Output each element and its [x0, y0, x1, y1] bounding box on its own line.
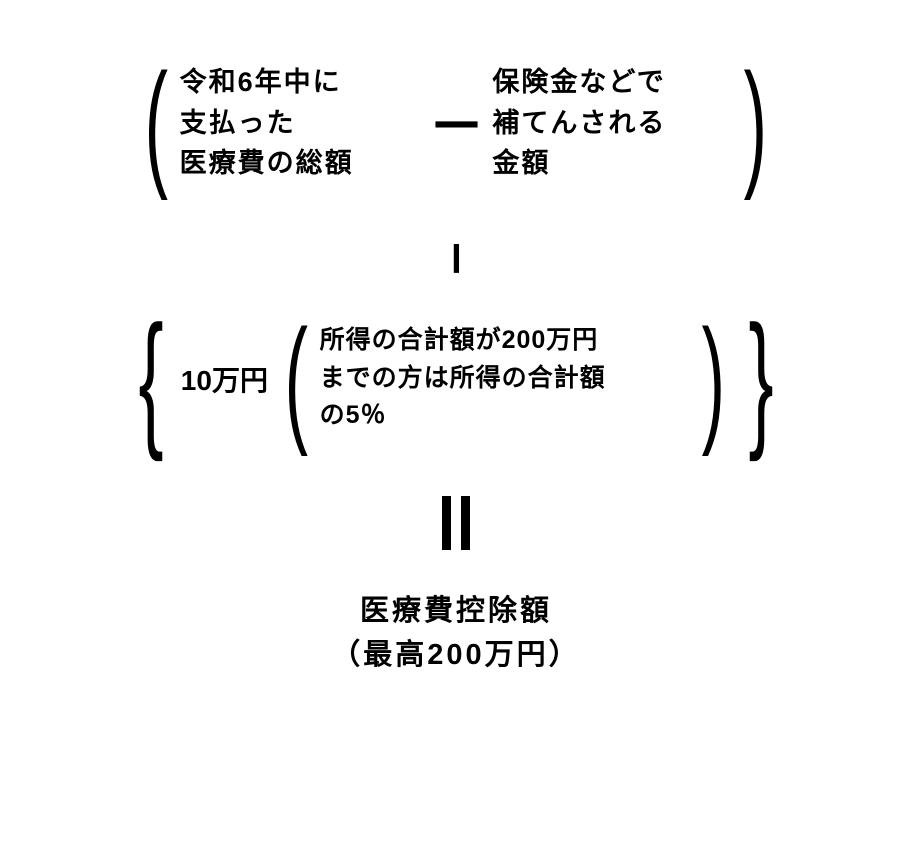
term1-line2: 支払った: [180, 103, 420, 144]
left-brace: {: [138, 311, 163, 446]
formula-row-2: { 10万円 ( 所得の合計額が200万円 までの方は所得の合計額 の5％ ) …: [50, 311, 862, 446]
minus-operator-2: −: [429, 242, 484, 276]
term1-line1: 令和6年中に: [180, 62, 420, 103]
equals-sign: [442, 496, 470, 550]
equals-bar-1: [442, 496, 451, 550]
left-paren-1: (: [145, 60, 168, 186]
condition-line3: の5％: [320, 397, 690, 435]
term2-line2: 補てんされる: [492, 103, 732, 144]
result-line2: （最高200万円）: [331, 634, 580, 678]
term2-line3: 金額: [492, 143, 732, 184]
right-paren-2: ): [701, 316, 724, 442]
result-deduction: 医療費控除額 （最高200万円）: [331, 590, 580, 677]
term2-line1: 保険金などで: [492, 62, 732, 103]
term1-line3: 医療費の総額: [180, 143, 420, 184]
right-brace: }: [749, 311, 774, 446]
condition-line2: までの方は所得の合計額: [320, 360, 690, 398]
minus-operator-1: −: [431, 91, 480, 156]
equals-bar-2: [461, 496, 470, 550]
right-paren-1: ): [744, 60, 767, 186]
term-insurance-compensation: 保険金などで 補てんされる 金額: [492, 62, 732, 184]
result-line1: 医療費控除額: [331, 590, 580, 634]
condition-line1: 所得の合計額が200万円: [320, 322, 690, 360]
condition-text: 所得の合計額が200万円 までの方は所得の合計額 の5％: [320, 322, 690, 435]
left-paren-2: (: [285, 316, 308, 442]
formula-row-1: ( 令和6年中に 支払った 医療費の総額 − 保険金などで 補てんされる 金額 …: [50, 60, 862, 186]
threshold-amount: 10万円: [181, 359, 268, 399]
term-medical-expenses: 令和6年中に 支払った 医療費の総額: [180, 62, 420, 184]
